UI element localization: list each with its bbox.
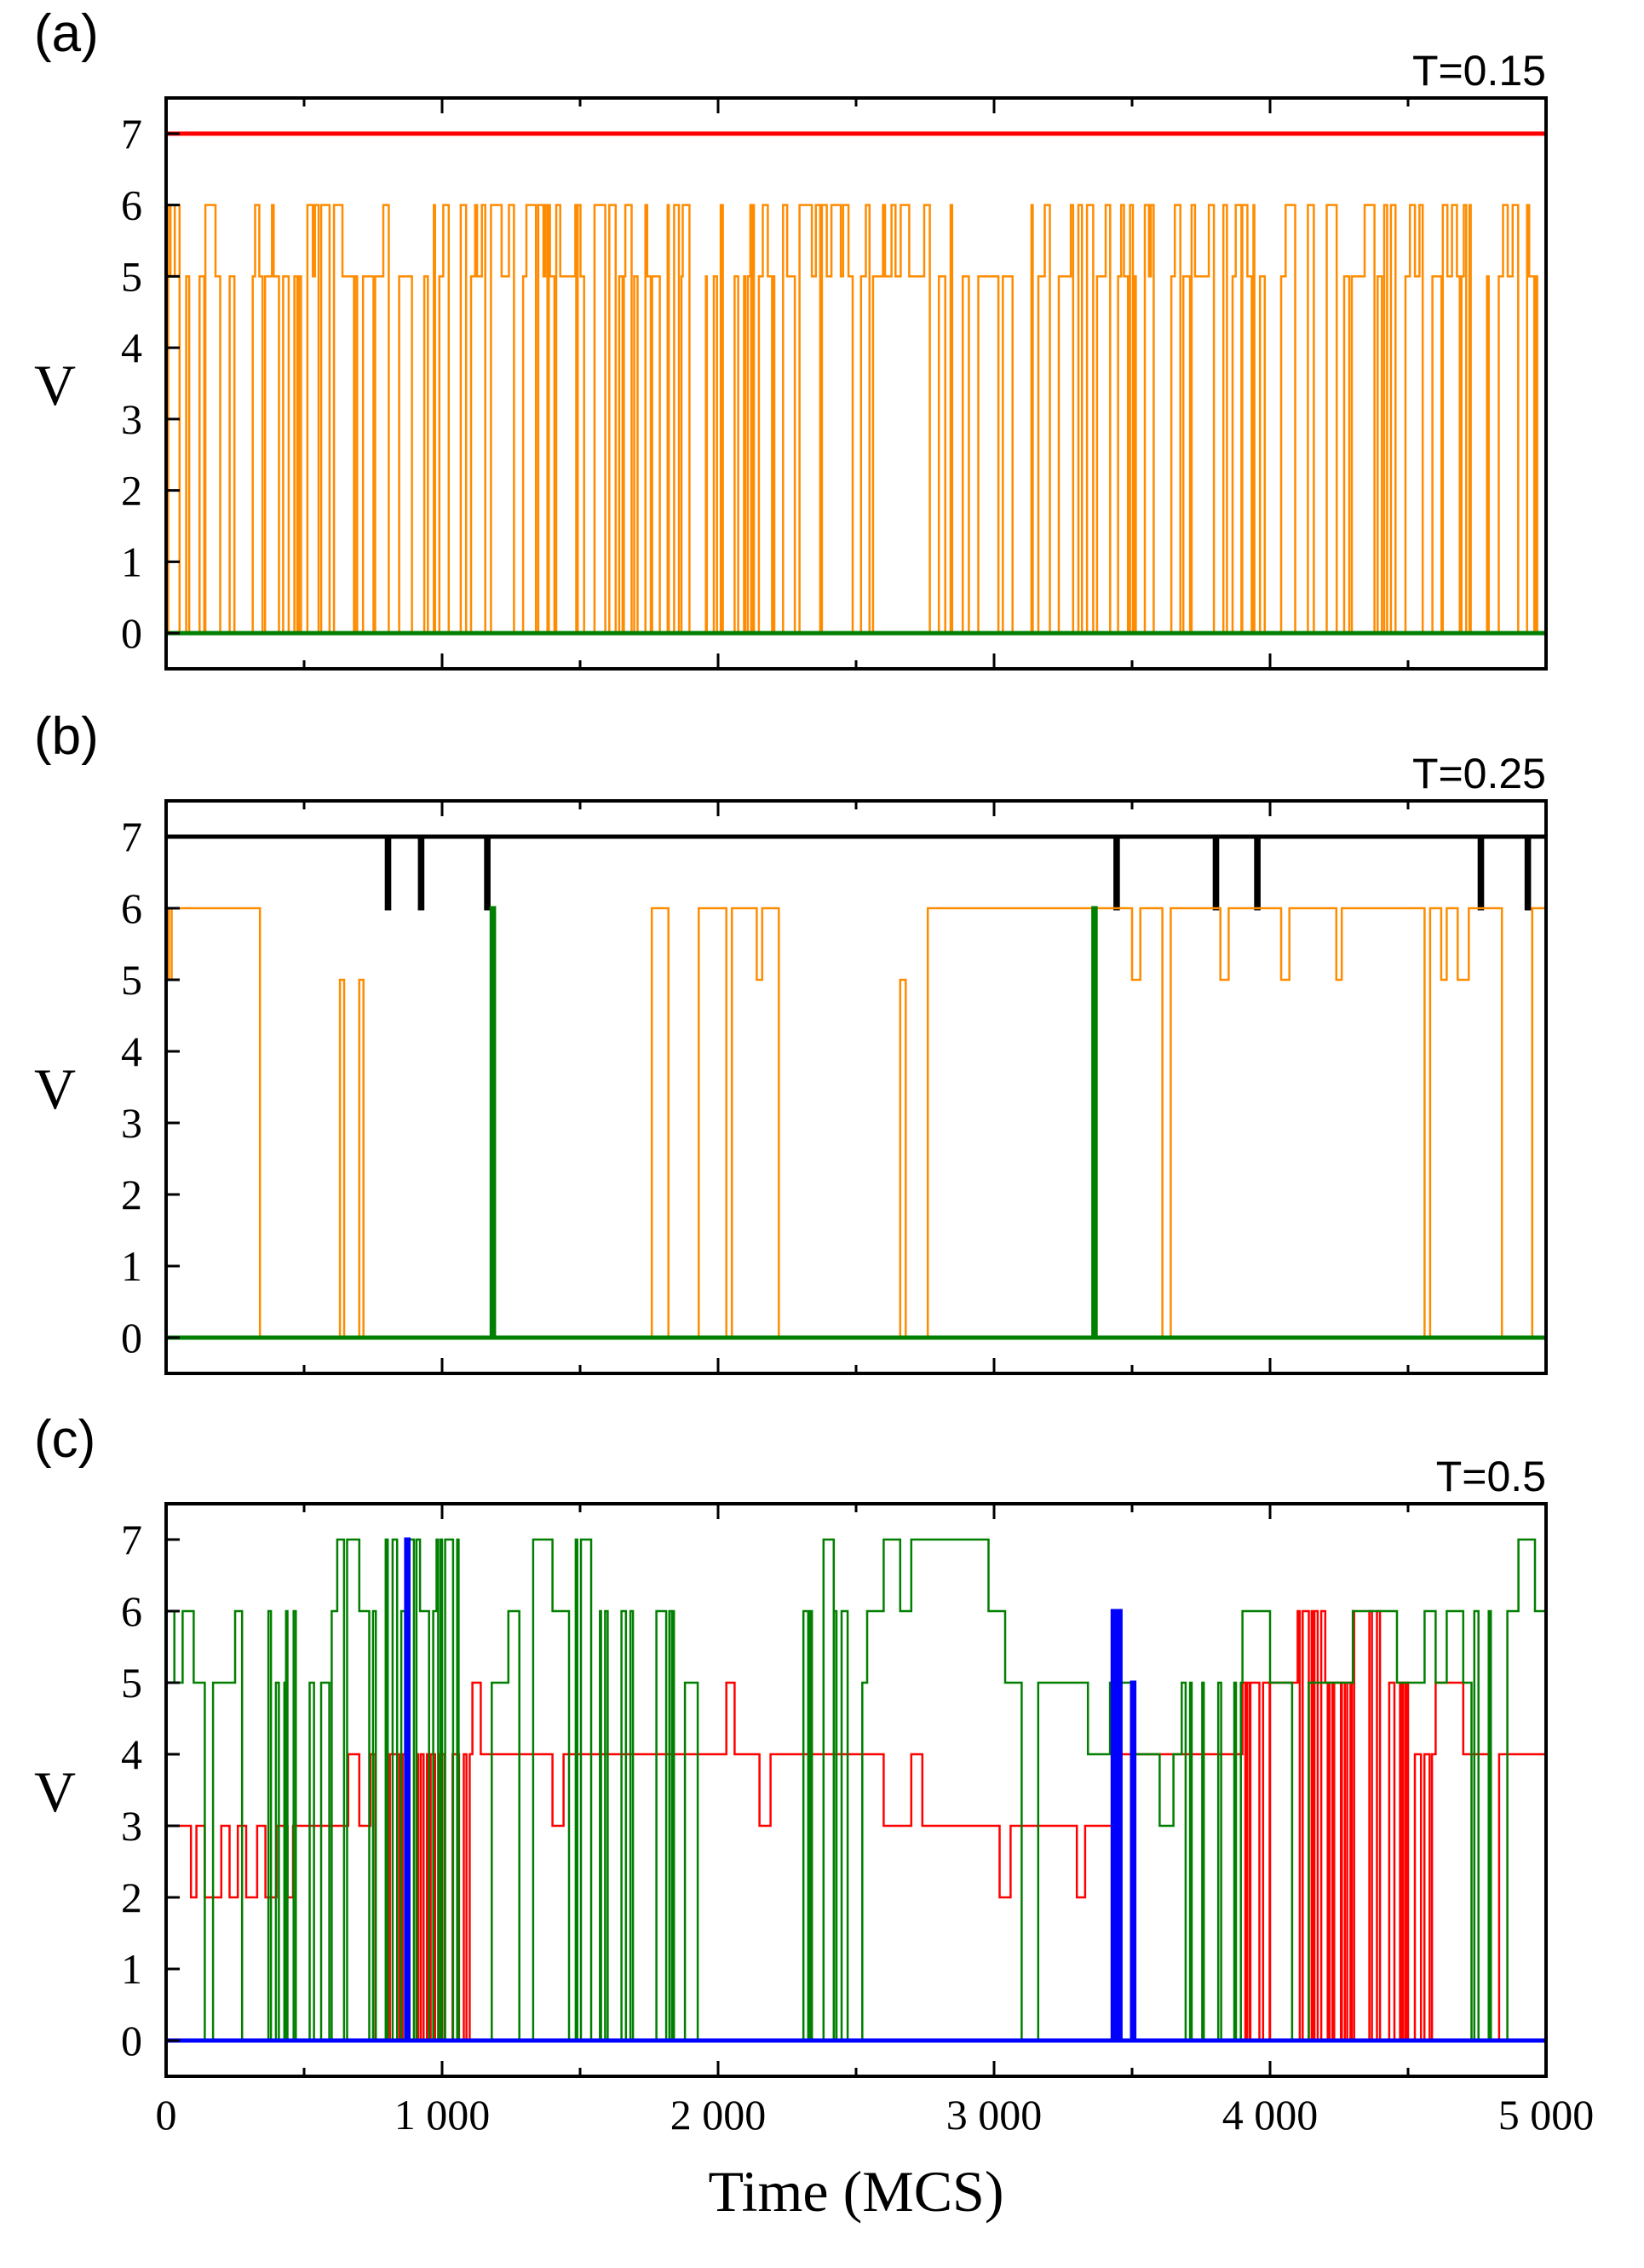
- y-axis-label: V: [34, 1056, 76, 1121]
- y-axis-label: V: [34, 353, 76, 417]
- series-green-line: [166, 1538, 1546, 2042]
- y-tick-label: 3: [121, 1802, 142, 1850]
- y-tick-label: 1: [121, 538, 142, 585]
- y-tick-label: 2: [121, 467, 142, 515]
- series-orange-line: [166, 204, 1546, 635]
- plot-area: [166, 1537, 1546, 2043]
- y-tick-label: 3: [121, 395, 142, 443]
- series-orange-line: [166, 907, 1546, 1339]
- series-green-line: [166, 906, 1546, 1340]
- y-tick-label: 5: [121, 956, 142, 1004]
- x-tick-label: 3 000: [946, 2091, 1043, 2138]
- y-tick-label: 0: [121, 609, 142, 657]
- y-tick-label: 0: [121, 2017, 142, 2064]
- y-tick-label: 4: [121, 1028, 142, 1075]
- panel-c: (c) T=0.5 0 1 2 3 4 5 6 7 0 1 000 2 000 3 000 4 000 5 0…: [34, 1410, 1594, 2224]
- y-tick-label: 6: [121, 181, 142, 229]
- x-tick-label: 1 000: [394, 2091, 491, 2138]
- panel-b: (b) T=0.25 0 1 2 3 4 5 6 7 V: [34, 707, 1548, 1375]
- y-tick-label: 5: [121, 1659, 142, 1707]
- y-tick-label: 1: [121, 1945, 142, 1993]
- series-black-line: [166, 834, 1546, 911]
- x-tick-label: 4 000: [1222, 2091, 1319, 2138]
- temperature-label: T=0.5: [1436, 1453, 1546, 1500]
- y-tick-label: 0: [121, 1314, 142, 1361]
- y-tick-label: 2: [121, 1874, 142, 1921]
- panel-a: (a) T=0.15 0 1 2 3 4 5 6 7 V: [34, 4, 1548, 671]
- y-tick-label: 5: [121, 252, 142, 300]
- series-blue-line: [166, 1537, 1546, 2043]
- y-tick-label: 6: [121, 884, 142, 932]
- y-tick-label: 3: [121, 1099, 142, 1147]
- plot-area: [166, 131, 1546, 636]
- x-axis-label: Time (MCS): [708, 2159, 1003, 2224]
- y-tick-label: 4: [121, 1730, 142, 1778]
- y-axis-label: V: [34, 1759, 76, 1824]
- y-tick-label: 1: [121, 1242, 142, 1290]
- plot-area: [166, 834, 1546, 1340]
- y-tick-label: 4: [121, 324, 142, 371]
- x-tick-label: 5 000: [1498, 2091, 1595, 2138]
- x-tick-label: 0: [156, 2091, 177, 2138]
- panel-label: (c): [34, 1410, 95, 1469]
- y-tick-label: 7: [121, 813, 142, 861]
- x-tick-label: 2 000: [670, 2091, 767, 2138]
- temperature-label: T=0.25: [1412, 750, 1546, 797]
- panel-label: (a): [34, 4, 99, 63]
- y-tick-label: 6: [121, 1587, 142, 1635]
- plot-frame: [164, 799, 1548, 1375]
- y-tick-label: 2: [121, 1171, 142, 1218]
- y-tick-label: 7: [121, 1516, 142, 1563]
- y-tick-label: 7: [121, 110, 142, 158]
- panel-label: (b): [34, 707, 99, 766]
- temperature-label: T=0.15: [1412, 47, 1546, 95]
